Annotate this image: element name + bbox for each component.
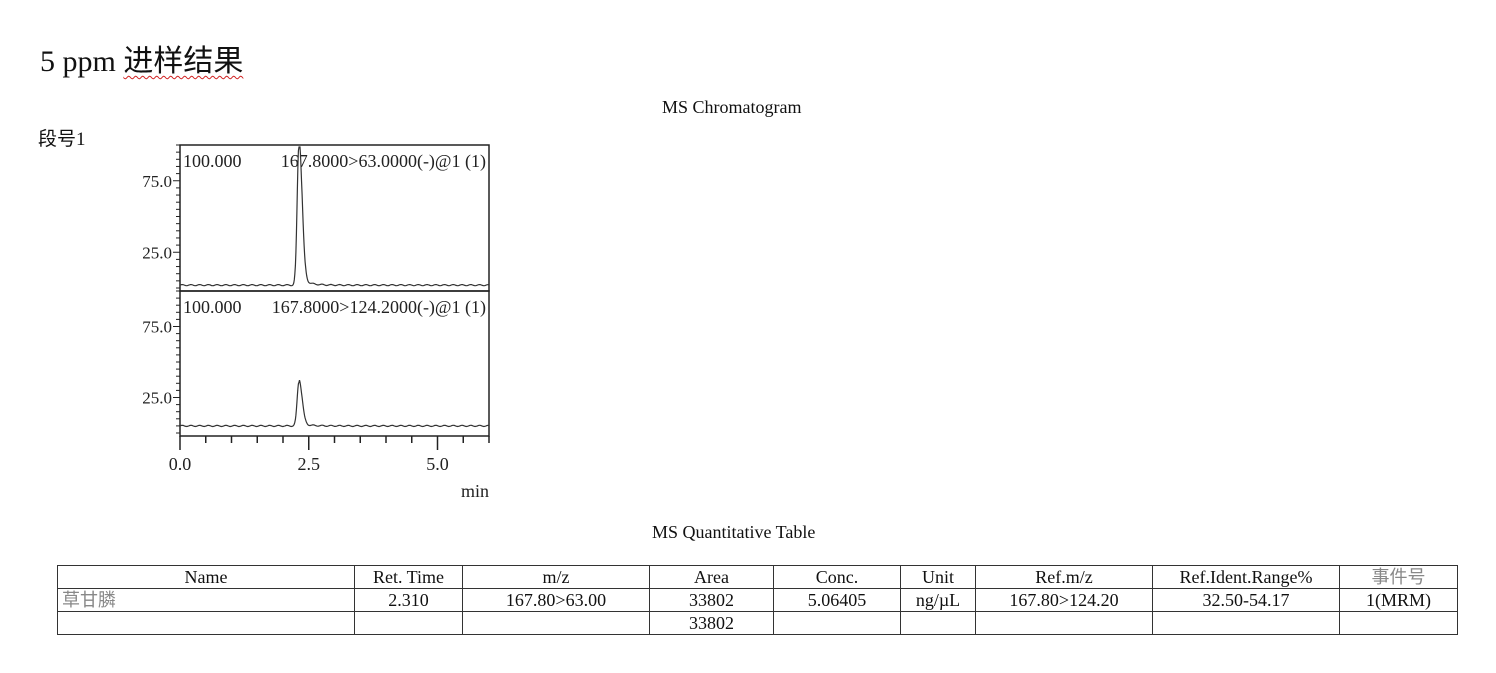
heading-prefix: 5 ppm [40,45,124,78]
header-name: Name [57,565,355,589]
cell-unit: ng/µL [900,588,976,612]
quantitative-table: Name Ret. Time m/z Area Conc. Unit Ref.m… [57,565,1458,635]
cell-ret-time [354,611,463,635]
panel-max-label: 100.000 [183,297,242,317]
cell-ref-range: 32.50-54.17 [1152,588,1340,612]
y-tick-label: 25.0 [142,389,172,408]
cell-ref-mz [975,611,1153,635]
cell-conc [773,611,901,635]
cell-event [1339,611,1458,635]
header-mz: m/z [462,565,650,589]
cell-unit [900,611,976,635]
cell-name: 草甘膦 [57,588,355,612]
header-area: Area [649,565,774,589]
cell-area: 33802 [649,588,774,612]
cell-mz: 167.80>63.00 [462,588,650,612]
cell-area: 33802 [649,611,774,635]
chromatogram-title: MS Chromatogram [662,97,802,117]
header-conc: Conc. [773,565,901,589]
table-header-row: Name Ret. Time m/z Area Conc. Unit Ref.m… [57,565,1458,589]
header-ret-time: Ret. Time [354,565,463,589]
heading-text: 进样结果 [123,45,244,78]
panel-max-label: 100.000 [183,151,242,171]
x-tick-label: 2.5 [298,454,321,474]
cell-ref-mz: 167.80>124.20 [975,588,1153,612]
trace-line [179,379,490,428]
header-event: 事件号 [1339,565,1458,589]
cell-mz [462,611,650,635]
segment-label: 段号1 [38,129,86,150]
x-tick-label: 5.0 [426,454,449,474]
cell-name [57,611,355,635]
page-heading: 5 ppm 进样结果 [40,36,243,80]
table-title: MS Quantitative Table [652,522,816,542]
table-row: 草甘膦 2.310 167.80>63.00 33802 5.06405 ng/… [57,588,1458,612]
panel-trace-label: 167.8000>63.0000(-)@1 (1) [281,151,486,172]
x-tick-label: 0.0 [169,454,192,474]
cell-event: 1(MRM) [1339,588,1458,612]
trace-line [179,146,489,287]
y-tick-label: 75.0 [142,318,172,337]
y-tick-label: 75.0 [142,172,172,191]
cell-ref-range [1152,611,1340,635]
cell-conc: 5.06405 [773,588,901,612]
header-ref-range: Ref.Ident.Range% [1152,565,1340,589]
y-tick-label: 25.0 [142,243,172,262]
table-row: 33802 [57,611,1458,635]
cell-ret-time: 2.310 [354,588,463,612]
panel-trace-label: 167.8000>124.2000(-)@1 (1) [272,297,486,318]
x-axis-label: min [461,481,489,501]
header-ref-mz: Ref.m/z [975,565,1153,589]
header-unit: Unit [900,565,976,589]
